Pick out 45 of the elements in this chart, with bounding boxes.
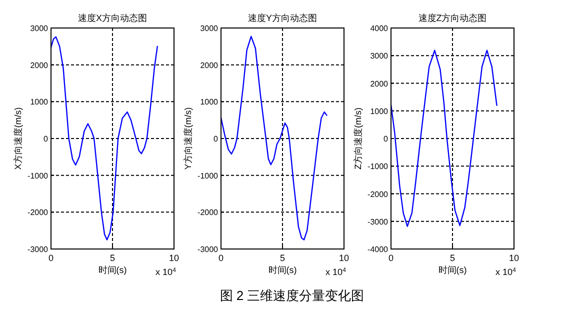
text: x 10$^{4}$	[495, 266, 516, 277]
chart-title: 速度Z方向动态图	[418, 13, 487, 23]
y-tick-label: 0	[214, 134, 219, 144]
chart-title: 速度Y方向动态图	[248, 13, 318, 23]
caption: 图 2 三维速度分量变化图	[220, 288, 364, 303]
x-tick-label: 5	[280, 253, 286, 263]
x-tick-label: 10	[168, 253, 180, 263]
y-axis-title: X方向速度(m/s)	[13, 107, 23, 170]
y-tick-label: -3000	[198, 245, 219, 254]
y-axis-title: Z方向速度(m/s)	[353, 108, 363, 170]
x-tick-label: 5	[110, 253, 116, 263]
y-tick-label: -1000	[28, 171, 49, 180]
x-axis-title: 时间(s)	[98, 265, 127, 275]
y-tick-label: -4000	[368, 245, 389, 254]
y-tick-label: -2000	[368, 190, 389, 199]
line-series	[220, 36, 328, 240]
chart-title: 速度X方向动态图	[78, 13, 148, 23]
y-tick-label: 2000	[370, 79, 389, 88]
y-tick-label: -2000	[198, 208, 219, 218]
y-tick-label: -2000	[28, 208, 49, 218]
text: x 10$^{4}$	[325, 266, 346, 277]
y-tick-label: 0	[384, 134, 389, 144]
y-tick-label: 1000	[200, 98, 219, 107]
y-tick-label: 0	[44, 134, 49, 144]
x-tick-label: 10	[338, 253, 350, 263]
x-axis-title: 时间(s)	[438, 265, 467, 275]
x-tick-label: 10	[508, 253, 520, 263]
y-tick-label: -1000	[368, 162, 389, 172]
x-axis-title: 时间(s)	[268, 265, 297, 275]
y-tick-label: -1000	[198, 171, 219, 180]
y-tick-label: 1000	[30, 98, 49, 107]
y-tick-label: 1000	[370, 106, 389, 116]
y-tick-label: 4000	[370, 24, 389, 33]
y-tick-label: -3000	[368, 217, 389, 226]
line-series	[50, 36, 158, 240]
text: x 10$^{4}$	[155, 266, 176, 277]
line-series	[390, 50, 498, 227]
y-tick-label: 3000	[200, 24, 219, 33]
y-tick-label: 3000	[30, 24, 49, 33]
y-axis-title: Y方向速度(m/s)	[183, 107, 193, 170]
y-tick-label: -3000	[28, 245, 49, 254]
y-tick-label: 2000	[200, 60, 219, 70]
y-tick-label: 2000	[30, 60, 49, 70]
y-tick-label: 3000	[370, 52, 389, 61]
x-tick-label: 5	[450, 253, 456, 263]
